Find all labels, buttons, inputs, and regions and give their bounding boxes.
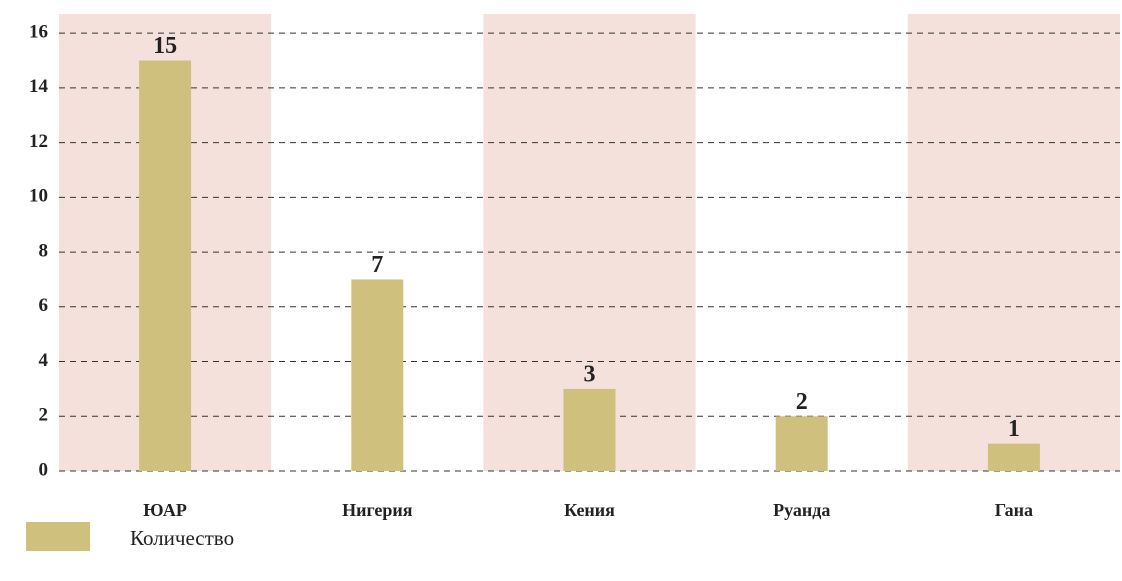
- y-tick-label: 12: [29, 131, 48, 152]
- x-tick-label: Руанда: [773, 500, 830, 520]
- bar: [987, 443, 1040, 471]
- data-label: 1: [1008, 416, 1020, 442]
- y-tick-label: 14: [29, 76, 49, 97]
- band: [907, 14, 1120, 471]
- bar: [351, 279, 404, 471]
- data-label: 3: [584, 361, 596, 387]
- y-tick-label: 6: [39, 295, 49, 316]
- y-tick-label: 0: [39, 459, 49, 480]
- bar: [563, 388, 616, 471]
- bar: [775, 416, 828, 471]
- x-tick-label: Гана: [995, 500, 1033, 520]
- data-label: 15: [153, 33, 177, 59]
- y-tick-label: 8: [39, 240, 49, 261]
- y-tick-label: 16: [29, 22, 48, 43]
- y-tick-label: 2: [39, 405, 49, 426]
- y-tick-label: 10: [29, 186, 48, 207]
- y-tick-label: 4: [39, 350, 49, 371]
- data-label: 2: [796, 389, 808, 415]
- bar: [139, 60, 192, 471]
- legend-swatch: [26, 522, 90, 551]
- x-tick-label: Нигерия: [342, 500, 413, 520]
- x-tick-label: Кения: [564, 500, 615, 520]
- x-tick-label: ЮАР: [143, 500, 187, 520]
- data-label: 7: [371, 252, 383, 278]
- legend-label: Количество: [130, 526, 234, 550]
